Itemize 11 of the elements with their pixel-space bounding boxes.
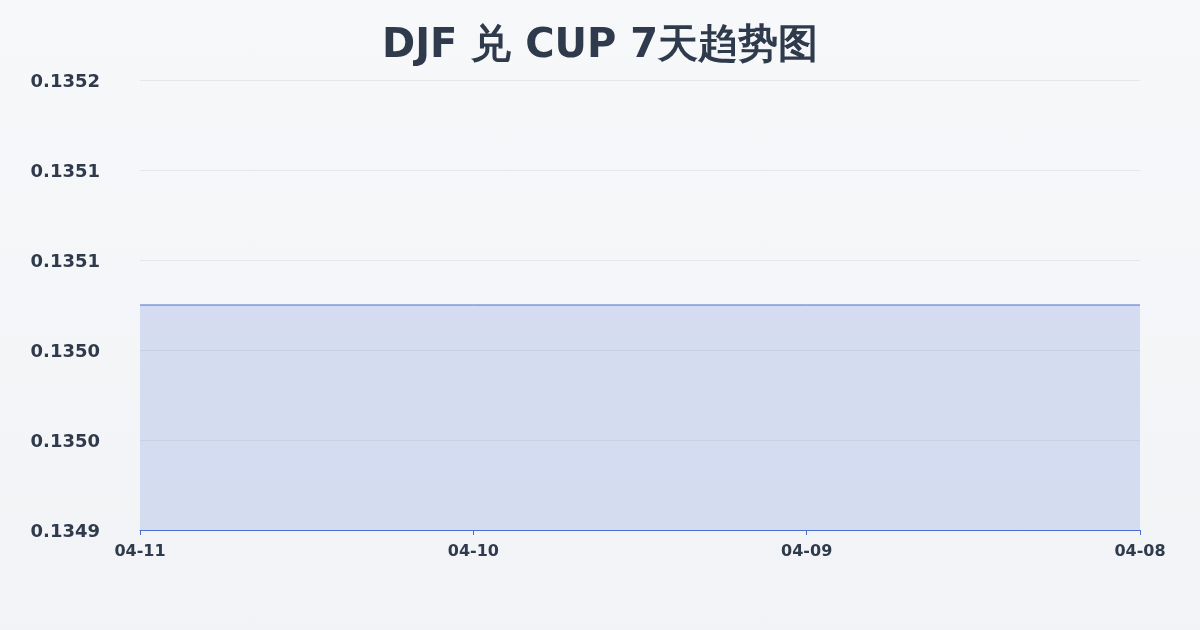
y-tick-label: 0.1350 xyxy=(30,429,100,451)
x-tick-label: 04-09 xyxy=(781,540,833,560)
y-tick-label: 0.1349 xyxy=(30,519,100,541)
y-tick-label: 0.1350 xyxy=(30,339,100,361)
x-tick-label: 04-08 xyxy=(1114,540,1166,560)
x-tick-label: 04-11 xyxy=(114,540,166,560)
chart-title: DJF 兑 CUP 7天趋势图 xyxy=(381,20,819,66)
y-tick-label: 0.1351 xyxy=(30,159,100,181)
y-tick-label: 0.1351 xyxy=(30,249,100,271)
x-tick-label: 04-10 xyxy=(447,540,499,560)
y-tick-label: 0.1352 xyxy=(30,69,100,91)
